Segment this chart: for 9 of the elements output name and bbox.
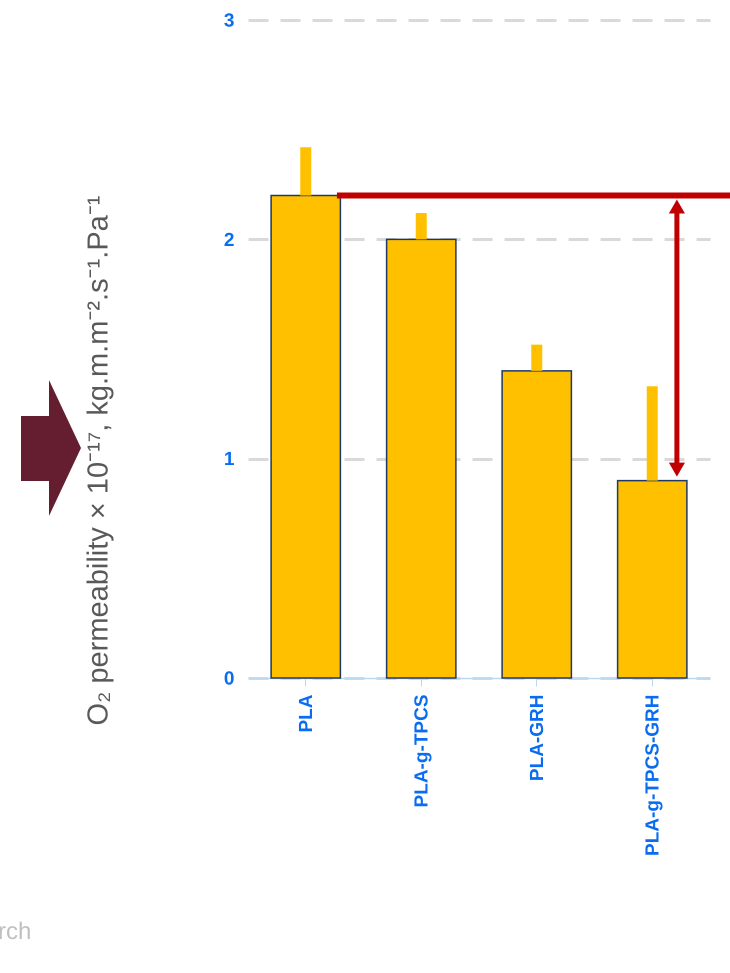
x-tick-label: PLA [296, 694, 317, 732]
y-tick-label: 0 [224, 668, 234, 690]
y-tick-label: 2 [224, 230, 234, 251]
x-tick-label: PLA-g-TPCS [411, 694, 432, 808]
y-axis-title: O₂ permeability × 10⁻¹⁷, kg.m.m⁻².s⁻¹.Pa⁻¹ [82, 195, 114, 726]
x-tick-label: PLA-g-TPCS-GRH [642, 694, 664, 856]
y-tick-label: 1 [224, 449, 235, 470]
y-tick-label: 3 [224, 10, 234, 32]
x-tick-label: PLA-GRH [526, 694, 548, 782]
